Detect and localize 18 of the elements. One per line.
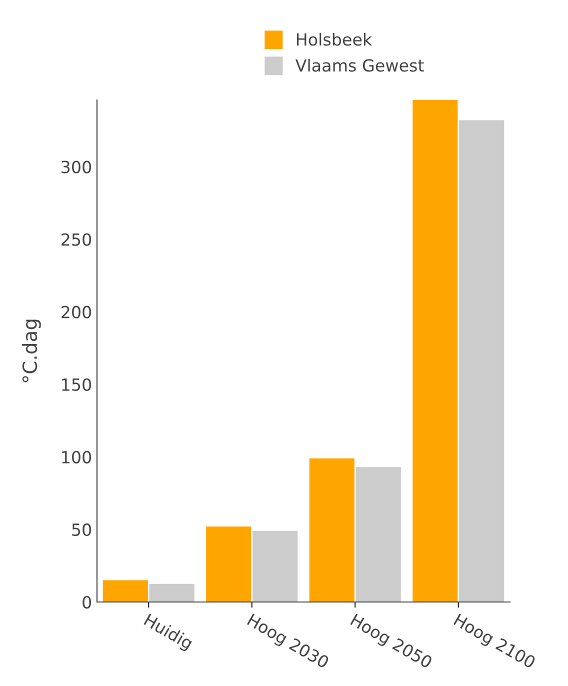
y-tick-label: 200 xyxy=(62,306,92,318)
legend-label: Holsbeek xyxy=(296,32,372,46)
y-tick-label: 150 xyxy=(62,378,92,391)
y-axis-title: °C.dag xyxy=(22,320,41,382)
bar xyxy=(149,584,194,602)
bar xyxy=(309,458,354,602)
bar xyxy=(102,580,148,602)
bar xyxy=(252,530,298,602)
y-tick-label: 50 xyxy=(72,523,92,536)
bar xyxy=(459,120,504,602)
y-tick-label: 250 xyxy=(62,233,92,246)
bar xyxy=(356,467,401,602)
legend-label: Vlaams Gewest xyxy=(295,58,424,72)
y-tick-label: 0 xyxy=(82,596,92,609)
y-tick-label: 100 xyxy=(62,450,92,464)
bar xyxy=(206,526,252,602)
bar xyxy=(412,100,458,602)
y-tick-label: 300 xyxy=(62,160,92,174)
